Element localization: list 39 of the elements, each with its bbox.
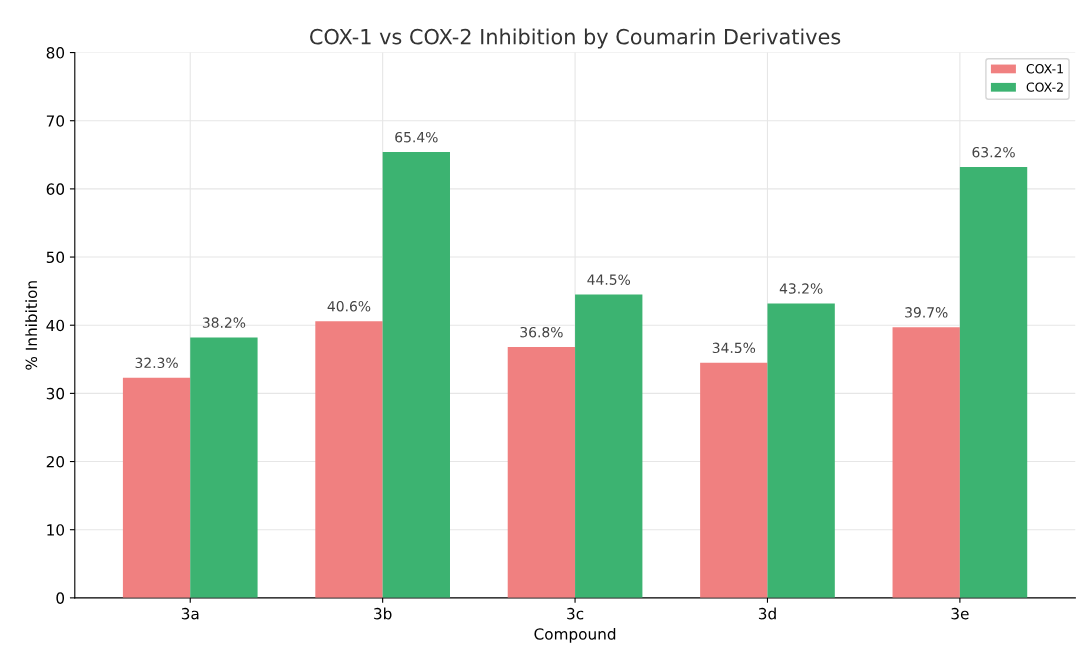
- y-tick-label: 50: [46, 251, 65, 264]
- data-label: 40.6%: [327, 300, 371, 312]
- bar: [575, 294, 643, 598]
- bar: [315, 321, 383, 598]
- bar: [959, 167, 1028, 598]
- x-tick-label: 3e: [951, 607, 969, 620]
- data-label: 65.4%: [395, 131, 438, 143]
- bar: [382, 152, 450, 598]
- data-label: 38.2%: [202, 317, 246, 328]
- data-label: 32.3%: [135, 357, 178, 369]
- y-tick-label: 70: [46, 115, 65, 127]
- data-label: 36.8%: [520, 326, 563, 338]
- bar: [892, 327, 960, 598]
- y-axis-title: % Inhibition: [25, 281, 38, 370]
- y-tick-label: 60: [46, 183, 65, 195]
- y-tick-label: 10: [47, 524, 65, 536]
- bar: [507, 347, 576, 598]
- data-label: 39.7%: [905, 307, 948, 318]
- y-tick-label: 0: [56, 592, 65, 604]
- legend-label: COX-2: [1026, 82, 1063, 92]
- x-tick-label: 3b: [374, 607, 392, 620]
- y-tick-label: 80: [46, 47, 65, 59]
- bar: [190, 337, 258, 598]
- x-tick-label: 3d: [758, 607, 776, 620]
- data-label: 63.2%: [972, 146, 1015, 158]
- chart-title: COX-1 vs COX-2 Inhibition by Coumarin Derivatives: [310, 28, 841, 49]
- data-label: 43.2%: [779, 283, 823, 294]
- x-tick-label: 3c: [567, 607, 584, 620]
- legend-label: COX-1: [1026, 64, 1063, 74]
- bar: [700, 362, 768, 598]
- x-tick-label: 3a: [181, 607, 199, 620]
- y-tick-label: 20: [46, 456, 65, 468]
- y-tick-label: 30: [46, 387, 65, 400]
- bar: [122, 377, 191, 598]
- bar: [767, 303, 835, 598]
- data-label: 44.5%: [587, 274, 631, 285]
- data-label: 34.5%: [712, 342, 756, 354]
- x-axis-title: Compound: [534, 627, 616, 643]
- y-tick-label: 40: [46, 319, 65, 332]
